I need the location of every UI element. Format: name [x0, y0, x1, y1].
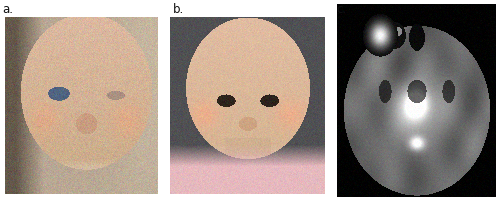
Text: c.: c. [336, 3, 346, 16]
Text: b.: b. [172, 3, 184, 16]
Text: a.: a. [2, 3, 14, 16]
